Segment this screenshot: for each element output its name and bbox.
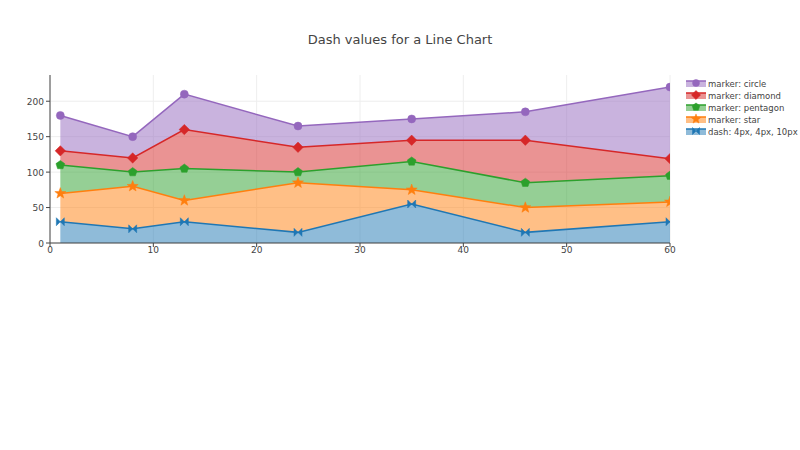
y-tick — [46, 172, 50, 173]
x-tick-label: 50 — [561, 245, 573, 255]
data-marker — [666, 218, 670, 226]
y-tick-label: 0 — [38, 239, 44, 249]
x-tick-label: 30 — [354, 245, 366, 255]
y-tick — [46, 207, 50, 208]
y-tick-label: 50 — [33, 203, 45, 213]
data-marker — [129, 225, 137, 233]
legend-line — [686, 128, 706, 130]
x-tick-label: 60 — [664, 245, 676, 255]
data-marker — [408, 200, 416, 208]
legend-label: marker: star — [708, 115, 761, 125]
data-marker — [180, 218, 188, 226]
y-tick-label: 200 — [27, 97, 44, 107]
data-marker — [408, 115, 416, 123]
data-marker — [407, 157, 416, 165]
legend: marker: circle marker: diamond marker: pen… — [686, 79, 798, 137]
data-marker — [179, 124, 189, 134]
y-axis-line — [50, 75, 51, 243]
x-grid-line — [50, 75, 51, 243]
data-marker — [180, 164, 189, 172]
y-tick — [46, 136, 50, 137]
legend-label: dash: 4px, 4px, 10px — [708, 127, 798, 137]
legend-marker — [691, 90, 700, 99]
grid — [50, 75, 670, 243]
series-line — [60, 204, 670, 232]
data-marker — [406, 135, 416, 145]
data-marker — [666, 83, 670, 91]
series-line — [60, 87, 670, 137]
data-marker — [521, 228, 529, 236]
data-marker — [293, 142, 303, 152]
data-marker — [55, 188, 66, 198]
legend-marker — [692, 103, 700, 110]
data-marker — [294, 228, 302, 236]
series-line — [60, 130, 670, 159]
data-marker — [56, 218, 64, 226]
legend-label: marker: pentagon — [708, 103, 784, 113]
chart-container: Dash values for a Line Chart050100150200… — [0, 0, 800, 450]
legend-label: marker: circle — [708, 79, 766, 89]
data-marker — [180, 90, 188, 98]
data-marker — [520, 135, 530, 145]
data-marker — [128, 168, 137, 176]
data-marker — [179, 195, 190, 205]
data-marker — [55, 146, 65, 156]
legend-swatch — [686, 129, 706, 135]
legend-marker — [693, 128, 700, 135]
data-marker — [294, 122, 302, 130]
x-tick-label: 0 — [47, 245, 53, 255]
data-marker — [56, 160, 65, 168]
data-marker — [520, 202, 531, 212]
series-line — [60, 161, 670, 182]
data-marker — [406, 184, 417, 194]
data-marker — [129, 133, 137, 141]
chart-svg: Dash values for a Line Chart050100150200… — [0, 0, 800, 450]
x-tick-label: 10 — [148, 245, 160, 255]
data-marker — [294, 168, 303, 176]
y-tick-label: 100 — [27, 168, 44, 178]
data-marker — [127, 180, 138, 190]
legend-marker — [693, 80, 700, 87]
series-line — [60, 183, 670, 208]
area-fill — [60, 87, 670, 159]
y-tick-label: 150 — [27, 132, 44, 142]
data-marker — [666, 171, 670, 179]
data-marker — [292, 177, 303, 187]
y-tick — [46, 243, 50, 244]
x-tick-label: 40 — [458, 245, 470, 255]
legend-marker — [691, 114, 701, 123]
data-marker — [521, 178, 530, 186]
y-tick — [46, 101, 50, 102]
data-marker — [56, 111, 64, 119]
data-marker — [665, 153, 670, 163]
data-marker — [664, 196, 670, 206]
plot-area — [55, 83, 670, 243]
legend-label: marker: diamond — [708, 91, 781, 101]
chart-title: Dash values for a Line Chart — [308, 32, 493, 47]
x-tick-label: 20 — [251, 245, 263, 255]
data-marker — [127, 153, 137, 163]
data-marker — [521, 108, 529, 116]
axes: 0 50 100 150 200 0 10 20 30 40 50 60 — [27, 75, 676, 255]
